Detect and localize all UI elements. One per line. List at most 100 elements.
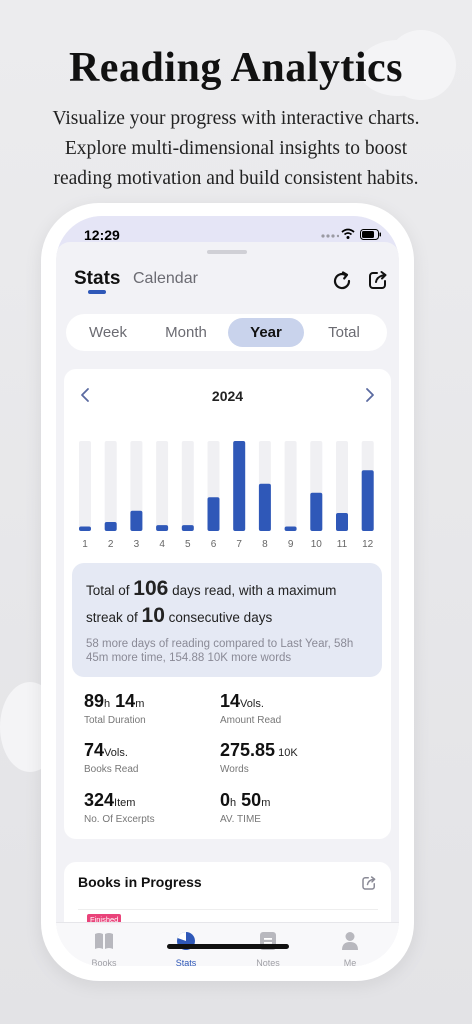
monthly-bar-chart: 1 2 3 4 5 6 7 8 9 10 11 12	[79, 441, 374, 550]
summary-text: days read, with a maximum	[168, 583, 337, 598]
stat-excerpts: 324Item No. Of Excerpts	[84, 790, 155, 825]
bar-track	[79, 441, 91, 531]
stat-value: 0	[220, 790, 231, 810]
stat-label: Books Read	[84, 764, 139, 775]
share-icon[interactable]	[366, 268, 390, 292]
bar-track	[104, 441, 117, 531]
stat-value: 14	[115, 691, 136, 711]
stat-books-read: 74Vols. Books Read	[84, 740, 138, 775]
cloud-decoration	[386, 30, 456, 100]
stat-unit: 10K	[275, 747, 298, 759]
summary-line-1: Total of 106 days read, with a maximum	[86, 577, 336, 601]
hero-subtitle-line: reading motivation and build consistent …	[53, 168, 419, 189]
bar-month-8[interactable]	[258, 483, 271, 531]
x-tick-label: 3	[134, 539, 140, 550]
stat-value: 74	[84, 740, 105, 760]
bar-month-11[interactable]	[336, 513, 348, 531]
segment-month[interactable]: Month	[165, 324, 207, 341]
bar-month-4[interactable]	[156, 525, 169, 531]
stat-label: Total Duration	[84, 715, 146, 726]
bar-month-2[interactable]	[104, 522, 117, 531]
refresh-icon[interactable]	[330, 269, 354, 293]
bar-track	[181, 441, 194, 531]
stat-value: 324	[84, 790, 115, 810]
summary-box: Total of 106 days read, with a maximum s…	[72, 563, 382, 677]
stats-sheet: Stats Calendar Week Month Year Total 202…	[56, 242, 399, 966]
bar-month-9[interactable]	[284, 526, 297, 532]
stat-label: No. Of Excerpts	[84, 814, 155, 825]
hero-title: Reading Analytics	[68, 45, 404, 91]
x-tick-label: 8	[262, 539, 268, 550]
finished-badge: Finished	[87, 914, 122, 925]
tab-calendar[interactable]: Calendar	[133, 270, 198, 287]
bar-month-7[interactable]	[233, 441, 246, 531]
stat-label: Amount Read	[220, 715, 282, 726]
tab-stats[interactable]: Stats	[74, 268, 121, 289]
bar-month-10[interactable]	[310, 492, 323, 531]
share-icon[interactable]	[360, 874, 378, 892]
hero-subtitle-line: Visualize your progress with interactive…	[52, 108, 420, 129]
x-tick-label: 12	[362, 539, 374, 550]
stat-label: Words	[220, 764, 249, 775]
bar-track	[336, 441, 348, 531]
stat-words: 275.85 10K Words	[220, 740, 298, 775]
chevron-right-icon[interactable]	[359, 385, 379, 405]
battery-icon	[360, 229, 381, 240]
book-icon	[95, 933, 113, 949]
bar-month-5[interactable]	[181, 525, 194, 531]
wifi-icon	[341, 228, 355, 239]
x-tick-label: 1	[82, 539, 88, 550]
summary-text: consecutive days	[164, 610, 273, 625]
stat-unit: Vols.	[104, 747, 128, 759]
stat-unit: h	[230, 797, 237, 809]
nav-label: Me	[343, 958, 357, 966]
bar-track	[156, 441, 169, 531]
stat-total-duration: 89h 14m Total Duration	[84, 691, 146, 726]
nav-label: Notes	[256, 958, 280, 966]
stat-label: AV. TIME	[220, 814, 261, 825]
chart-year-label: 2024	[211, 388, 244, 404]
stat-unit: m	[261, 797, 271, 809]
stat-value: 14	[220, 691, 241, 711]
x-tick-label: 9	[288, 539, 294, 550]
stat-value: 275.85	[220, 740, 276, 760]
bar-month-6[interactable]	[207, 497, 220, 531]
person-icon	[342, 932, 358, 950]
x-tick-label: 10	[311, 539, 323, 550]
cellular-signal-icon	[321, 234, 339, 238]
nav-label: Stats	[175, 958, 197, 966]
bar-month-1[interactable]	[79, 526, 91, 532]
x-tick-label: 5	[185, 539, 191, 550]
stat-unit: h	[104, 698, 111, 710]
nav-books[interactable]: Books	[74, 931, 134, 966]
phone-screen: 12:29 Stats Calendar Week	[56, 216, 399, 966]
chevron-left-icon[interactable]	[76, 385, 96, 405]
summary-text: streak of	[86, 610, 142, 625]
stat-unit: Item	[114, 797, 136, 809]
x-tick-label: 11	[337, 539, 348, 550]
x-tick-label: 4	[159, 539, 165, 550]
nav-label: Books	[91, 958, 117, 966]
bar-month-12[interactable]	[361, 470, 374, 531]
stat-value: 50	[241, 790, 262, 810]
bar-month-3[interactable]	[130, 510, 143, 531]
stat-unit: Vols.	[240, 698, 264, 710]
books-in-progress-title: Books in Progress	[78, 874, 202, 890]
segment-year[interactable]: Year	[228, 318, 304, 347]
nav-me[interactable]: Me	[320, 931, 380, 966]
stat-average-time: 0h 50m AV. TIME	[220, 790, 270, 825]
summary-line-2: streak of 10 consecutive days	[86, 604, 272, 628]
divider	[78, 909, 378, 910]
comparison-note: 58 more days of reading compared to Last…	[86, 638, 354, 664]
tab-active-indicator	[88, 290, 106, 294]
stat-unit: m	[135, 698, 145, 710]
x-tick-label: 2	[108, 539, 114, 550]
bar-track	[284, 441, 297, 531]
stat-value: 89	[84, 691, 105, 711]
segment-week[interactable]: Week	[88, 324, 128, 341]
sheet-grabber[interactable]	[207, 250, 247, 254]
x-tick-label: 6	[211, 539, 217, 550]
segment-total[interactable]: Total	[328, 324, 360, 341]
summary-text: Total of	[86, 583, 134, 598]
period-segmented-control: Week Month Year Total	[66, 314, 387, 351]
